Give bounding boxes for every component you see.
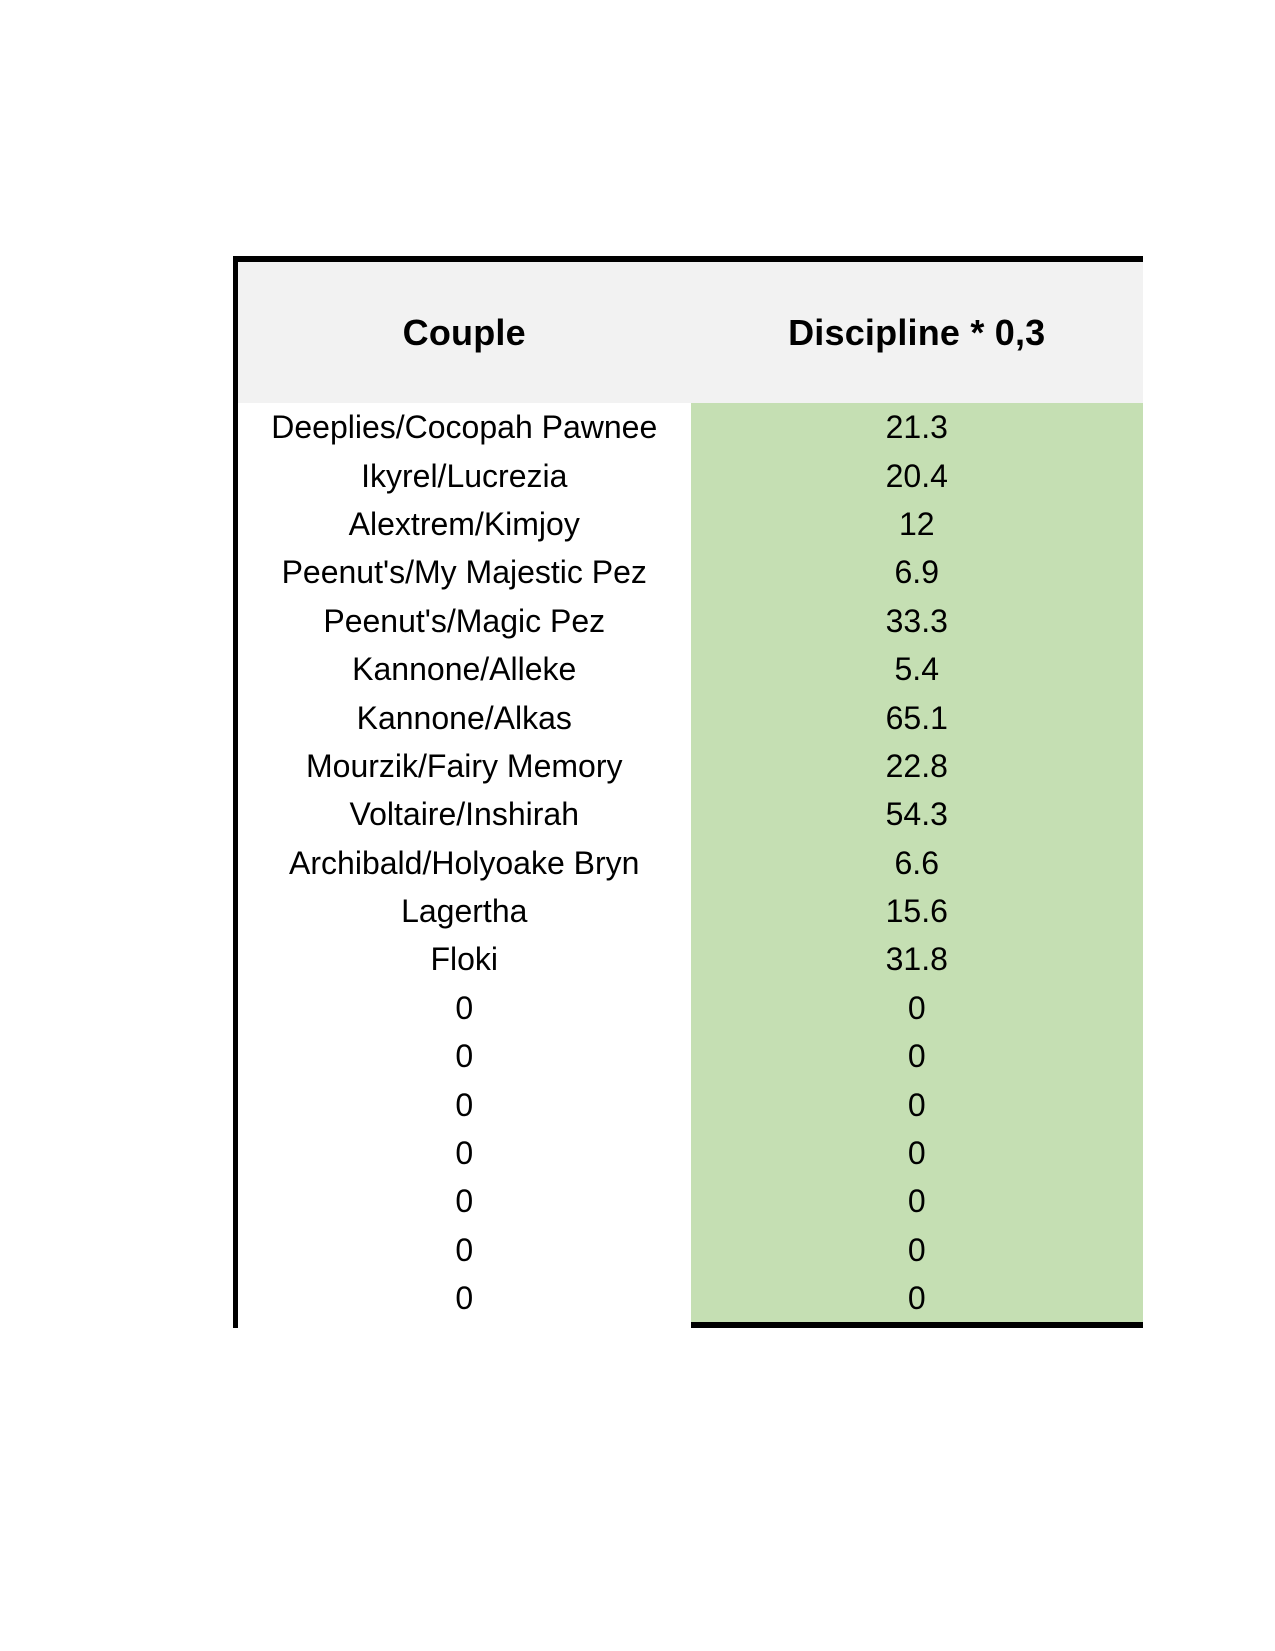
value-cell[interactable]: 33.3 (690, 596, 1143, 645)
value-cell[interactable]: 31.8 (690, 935, 1143, 984)
value-cell[interactable]: 0 (690, 1274, 1143, 1323)
value-cell[interactable]: 15.6 (690, 886, 1143, 936)
table-bottom-border (690, 1322, 1143, 1329)
table-row: Mourzik/Fairy Memory 22.8 (238, 741, 1143, 791)
couple-cell[interactable]: Deeplies/Cocopah Pawnee (238, 403, 691, 452)
table-row: 0 0 (238, 983, 1143, 1033)
table-row: Kannone/Alleke 5.4 (238, 644, 1143, 694)
couple-cell[interactable]: 0 (238, 1032, 691, 1081)
value-cell[interactable]: 22.8 (690, 741, 1143, 791)
couple-cell[interactable]: Alextrem/Kimjoy (238, 499, 691, 549)
table-row: Ikyrel/Lucrezia 20.4 (238, 451, 1143, 500)
couple-cell[interactable]: Ikyrel/Lucrezia (238, 451, 691, 500)
couple-cell[interactable]: 0 (238, 1225, 691, 1275)
value-cell[interactable]: 0 (690, 1080, 1143, 1129)
table-row: Kannone/Alkas 65.1 (238, 693, 1143, 742)
header-discipline[interactable]: Discipline * 0,3 (788, 311, 1046, 353)
couple-cell[interactable]: Archibald/Holyoake Bryn (238, 838, 691, 887)
value-cell[interactable]: 0 (690, 1128, 1143, 1178)
couple-cell[interactable]: 0 (238, 1177, 691, 1226)
value-cell[interactable]: 0 (690, 983, 1143, 1033)
value-cell[interactable]: 6.6 (690, 838, 1143, 887)
couple-cell[interactable]: Kannone/Alkas (238, 693, 691, 742)
table-row: Deeplies/Cocopah Pawnee 21.3 (238, 403, 1143, 452)
value-cell[interactable]: 5.4 (690, 644, 1143, 694)
table-row: 0 0 (238, 1080, 1143, 1129)
value-cell[interactable]: 20.4 (690, 451, 1143, 500)
table-header: Couple Discipline * 0,3 (238, 262, 1143, 403)
table-row: 0 0 (238, 1274, 1143, 1323)
couple-cell[interactable]: Peenut's/Magic Pez (238, 596, 691, 645)
couple-cell[interactable]: Peenut's/My Majestic Pez (238, 548, 691, 597)
table-row: 0 0 (238, 1032, 1143, 1081)
couple-cell[interactable]: 0 (238, 983, 691, 1033)
table-row: Voltaire/Inshirah 54.3 (238, 790, 1143, 839)
couple-cell[interactable]: Voltaire/Inshirah (238, 790, 691, 839)
couple-cell[interactable]: Kannone/Alleke (238, 644, 691, 694)
table-row: Peenut's/My Majestic Pez 6.9 (238, 548, 1143, 597)
table-row: Peenut's/Magic Pez 33.3 (238, 596, 1143, 645)
value-cell[interactable]: 0 (690, 1225, 1143, 1275)
table-row: Floki 31.8 (238, 935, 1143, 984)
value-cell[interactable]: 0 (690, 1032, 1143, 1081)
value-cell[interactable]: 12 (690, 499, 1143, 549)
couple-cell[interactable]: Lagertha (238, 886, 691, 936)
table-row: 0 0 (238, 1128, 1143, 1178)
value-cell[interactable]: 6.9 (690, 548, 1143, 597)
results-table: Couple Discipline * 0,3 Deeplies/Cocopah… (233, 256, 1143, 1329)
couple-cell[interactable]: 0 (238, 1128, 691, 1178)
table-rows: Deeplies/Cocopah Pawnee 21.3 Ikyrel/Lucr… (238, 403, 1143, 1323)
table-row: 0 0 (238, 1177, 1143, 1226)
table-row: Archibald/Holyoake Bryn 6.6 (238, 838, 1143, 887)
table-row: Lagertha 15.6 (238, 886, 1143, 936)
value-cell[interactable]: 65.1 (690, 693, 1143, 742)
value-cell[interactable]: 21.3 (690, 403, 1143, 452)
value-cell[interactable]: 54.3 (690, 790, 1143, 839)
couple-cell[interactable]: 0 (238, 1274, 691, 1323)
header-couple[interactable]: Couple (402, 311, 526, 353)
couple-cell[interactable]: Floki (238, 935, 691, 984)
value-cell[interactable]: 0 (690, 1177, 1143, 1226)
couple-cell[interactable]: Mourzik/Fairy Memory (238, 741, 691, 791)
table-row: 0 0 (238, 1225, 1143, 1275)
table-row: Alextrem/Kimjoy 12 (238, 499, 1143, 549)
couple-cell[interactable]: 0 (238, 1080, 691, 1129)
